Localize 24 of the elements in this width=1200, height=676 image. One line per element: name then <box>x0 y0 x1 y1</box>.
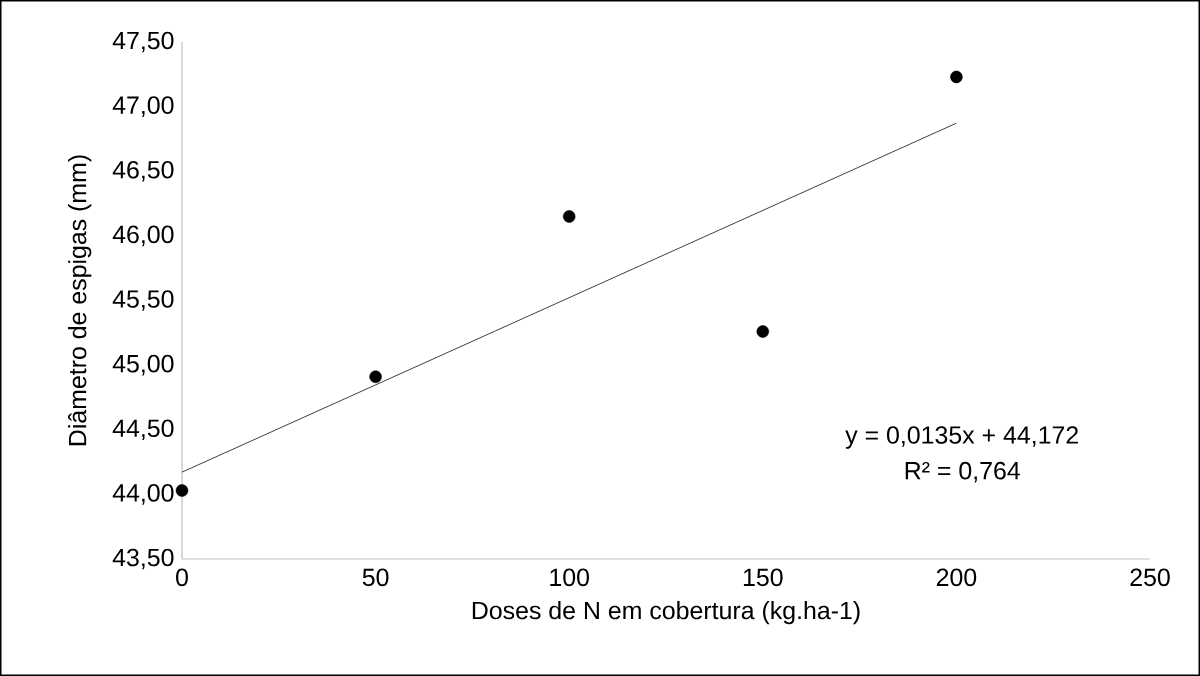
y-tick-label: 45,00 <box>112 354 174 376</box>
point <box>756 325 769 338</box>
x-tick-label: 200 <box>936 568 977 587</box>
y-tick-label: 46,00 <box>112 225 174 247</box>
x-tick-label: 0 <box>176 568 188 587</box>
y-tick-label: 47,50 <box>112 31 174 53</box>
point <box>175 484 189 497</box>
annotation: R² = 0,764 <box>905 461 1020 483</box>
annotation: y = 0,0135x + 44,172 <box>845 426 1078 449</box>
x-tick-label: 250 <box>1130 568 1170 587</box>
y-tick-label: 47,00 <box>112 96 174 117</box>
x-tick-label: 100 <box>550 568 589 587</box>
y-tick-label: 45,50 <box>112 290 174 311</box>
x-tick-label: 150 <box>743 568 783 587</box>
y-axis-title: Diâmetro de espigas (mm) <box>68 155 92 446</box>
y-tick-label: 44,00 <box>112 484 174 505</box>
point <box>950 70 963 84</box>
x-tick-label: 50 <box>362 568 389 587</box>
point <box>563 210 576 223</box>
y-tick-label: 43,50 <box>112 548 174 570</box>
x-axis-title: Doses de N em cobertura (kg.ha-1) <box>472 600 860 625</box>
y-tick-label: 44,50 <box>112 419 174 441</box>
point <box>369 370 382 383</box>
y-tick-label: 46,50 <box>112 160 174 182</box>
